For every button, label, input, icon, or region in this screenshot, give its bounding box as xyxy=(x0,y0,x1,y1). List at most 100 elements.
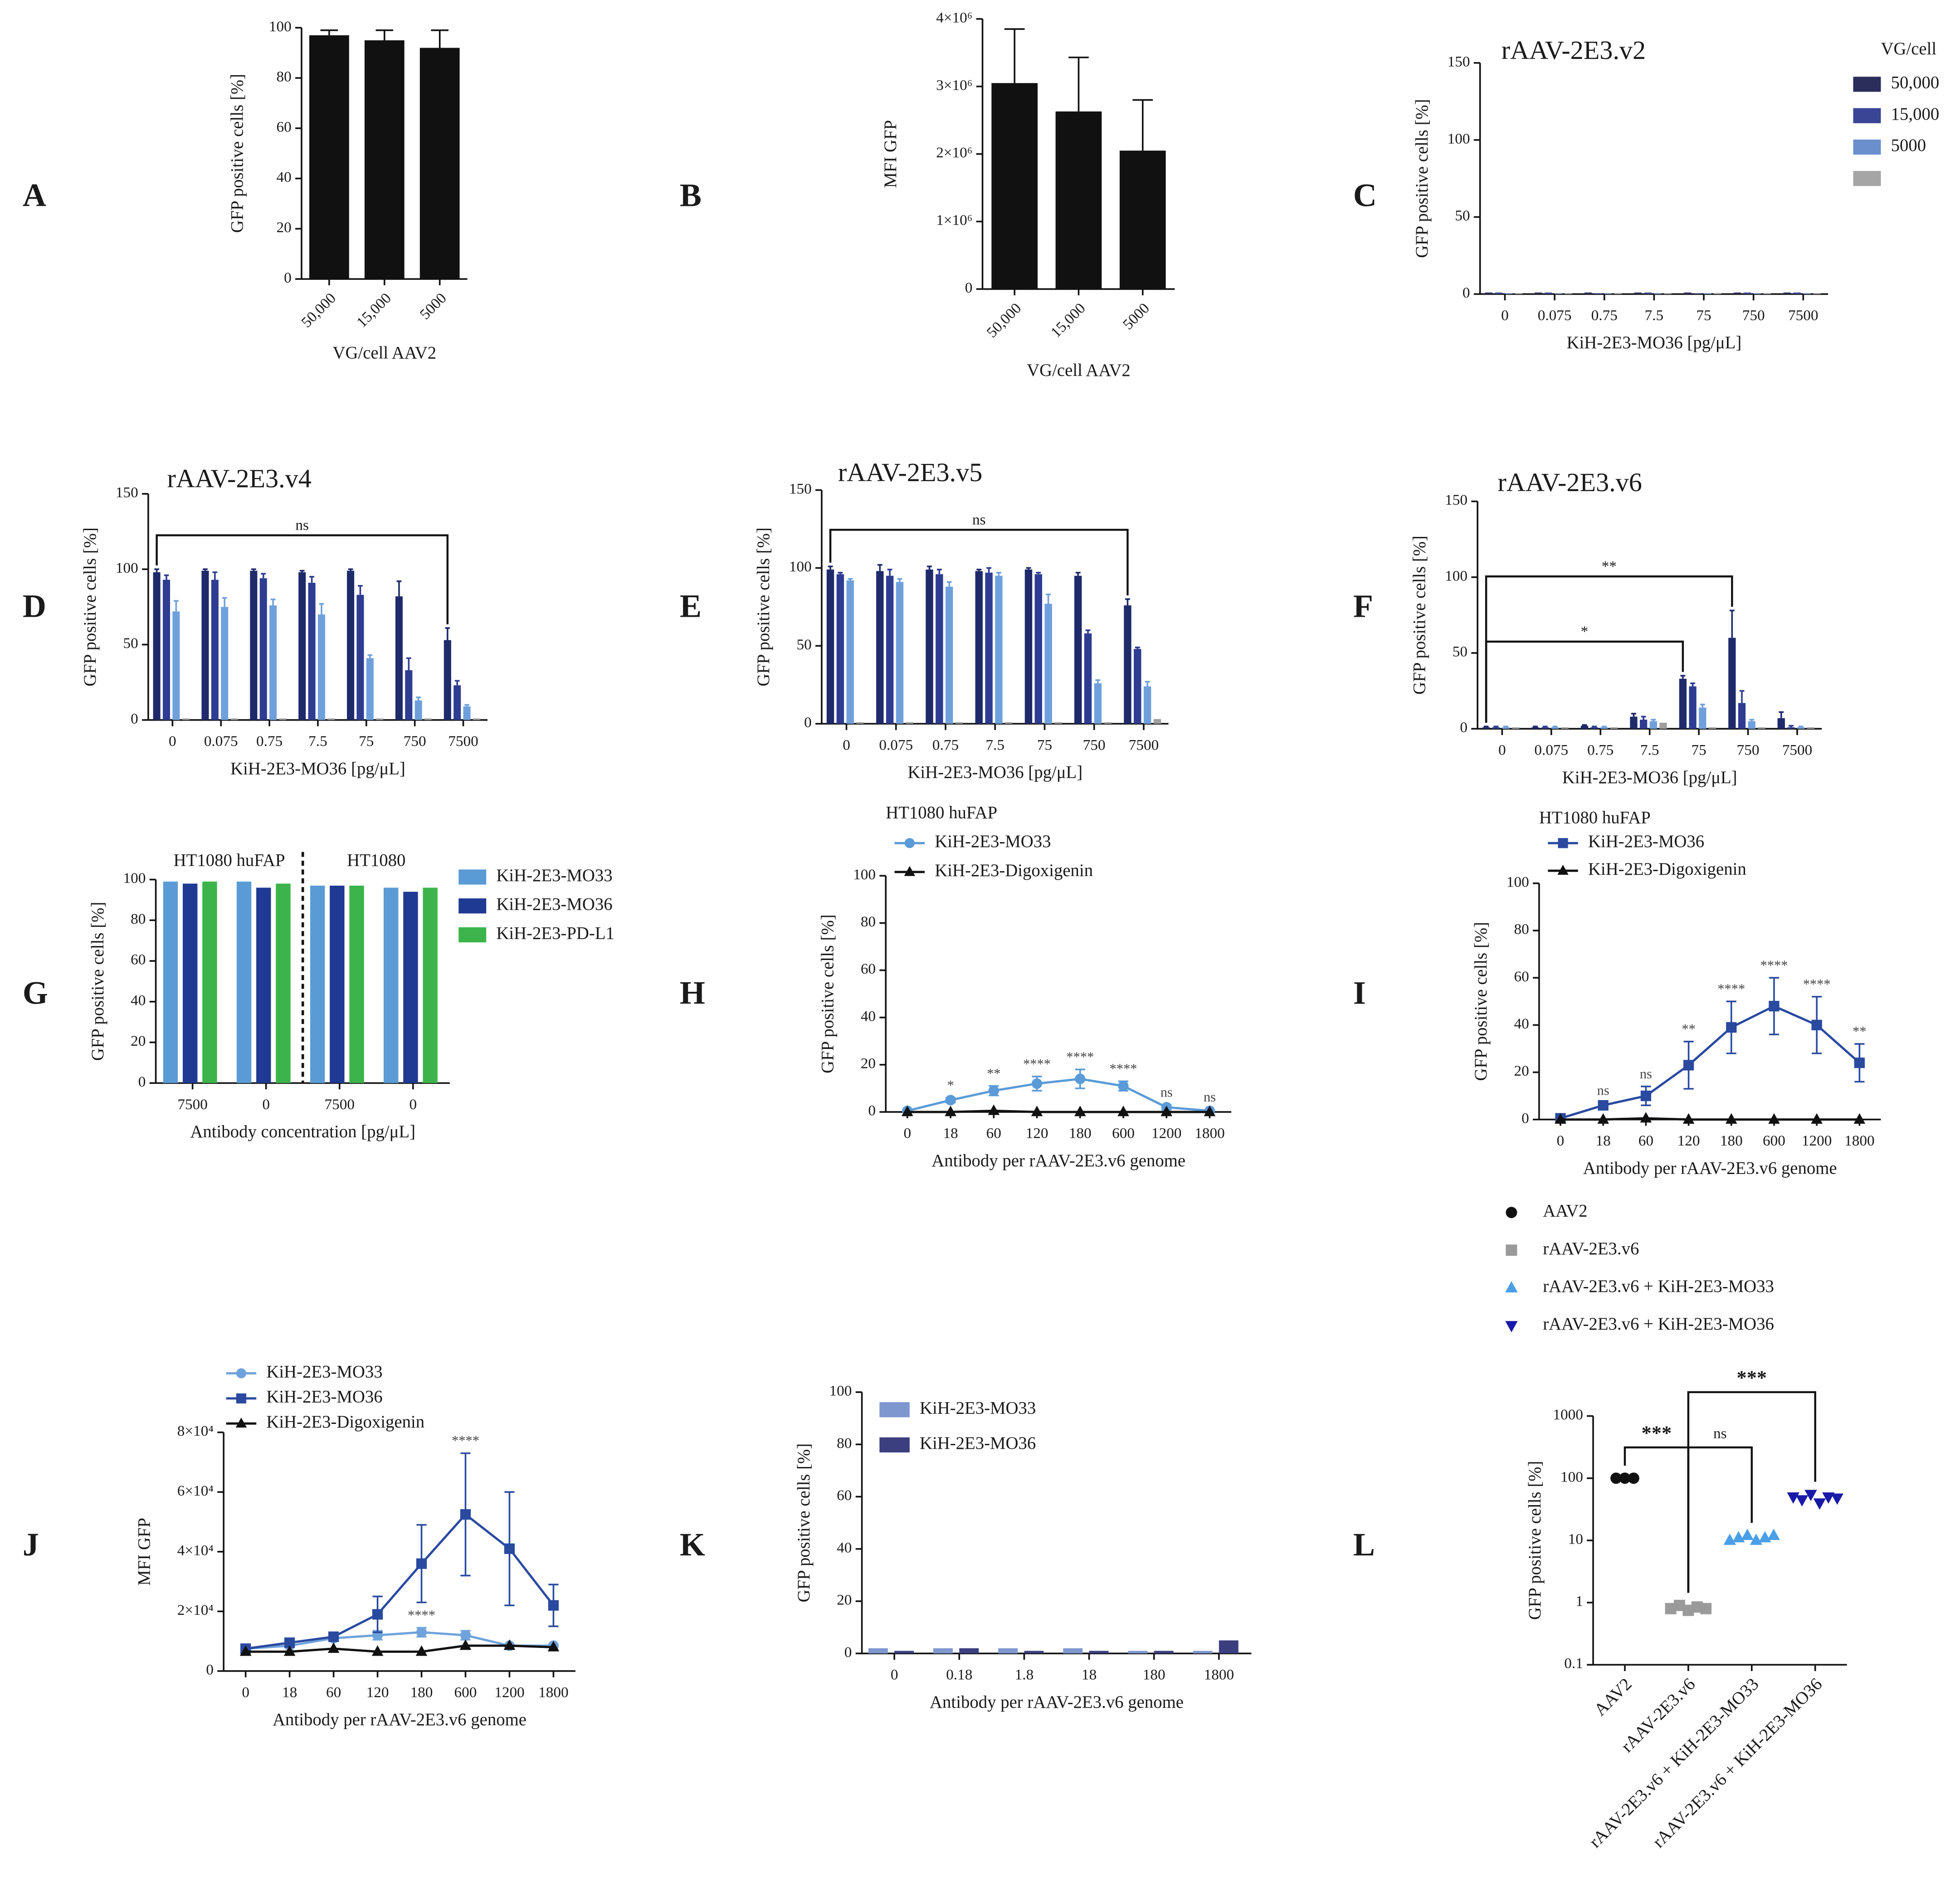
group-label: HT1080 xyxy=(347,851,405,870)
point xyxy=(902,1106,913,1116)
y-tick-label: 0 xyxy=(1521,1110,1529,1126)
x-tick-label: 750 xyxy=(1742,307,1765,324)
legend-label: rAAV-2E3.v6 + KiH-2E3-MO33 xyxy=(1543,1277,1774,1296)
error-bar xyxy=(1483,726,1489,727)
y-tick-label: 100 xyxy=(789,558,812,575)
panel-letter: H xyxy=(680,975,705,1011)
x-tick-label: 15,000 xyxy=(353,290,395,331)
x-tick-label: 18 xyxy=(1082,1667,1097,1683)
y-axis-label: GFP positive cells [%] xyxy=(1471,922,1491,1081)
y-tick-label: 80 xyxy=(1514,921,1529,938)
x-tick-label: 0.75 xyxy=(1587,742,1614,759)
bar xyxy=(856,722,864,724)
x-tick-label: AAV2 xyxy=(1590,1674,1636,1720)
point xyxy=(371,1645,384,1656)
error-bar xyxy=(164,574,169,580)
x-axis-label: Antibody per rAAV-2E3.v6 genome xyxy=(1583,1158,1837,1178)
legend-title: VG/cell xyxy=(1881,39,1936,58)
line xyxy=(245,1644,554,1653)
line xyxy=(1560,1004,1861,1120)
bar xyxy=(995,575,1003,724)
bar xyxy=(1783,292,1791,294)
y-tick-label: 60 xyxy=(1514,968,1529,985)
legend-label: KiH-2E3-MO36 xyxy=(266,1387,382,1407)
x-tick-label: 0 xyxy=(242,1684,249,1701)
error-bar xyxy=(1075,571,1081,576)
bar xyxy=(182,883,198,1083)
x-tick-label: 5000 xyxy=(1120,300,1153,333)
bar xyxy=(1512,727,1520,729)
bar xyxy=(444,640,451,720)
error-bar xyxy=(348,568,353,571)
bar xyxy=(364,40,405,279)
bar xyxy=(886,575,894,724)
x-tick-label: 0 xyxy=(843,736,850,753)
bar xyxy=(1193,1651,1213,1654)
x-tick-label: 7500 xyxy=(1788,307,1818,324)
x-tick-label: 5000 xyxy=(417,290,450,323)
significance-label: **** xyxy=(1066,1049,1094,1064)
bar xyxy=(1699,707,1706,729)
significance-label: *** xyxy=(1737,1366,1767,1389)
bar xyxy=(836,574,844,724)
error-bar xyxy=(946,581,952,587)
y-tick-label: 100 xyxy=(829,1383,852,1399)
bar xyxy=(211,580,219,720)
bar xyxy=(1055,111,1102,289)
x-tick-label: 75 xyxy=(359,733,374,750)
x-tick-label: 18 xyxy=(282,1684,297,1701)
significance-bracket xyxy=(1624,1446,1690,1593)
bar xyxy=(1005,722,1013,724)
point xyxy=(283,1645,296,1656)
legend-label: KiH-2E3-MO33 xyxy=(935,832,1051,851)
panel-letter: A xyxy=(23,177,46,213)
x-tick-label: 0 xyxy=(409,1096,417,1113)
bar xyxy=(405,670,413,720)
significance-bracket xyxy=(1687,1391,1816,1593)
bar xyxy=(955,722,963,724)
bar xyxy=(424,718,432,720)
significance-label: **** xyxy=(1803,976,1831,992)
bar xyxy=(1134,649,1141,724)
bar xyxy=(403,892,418,1083)
y-tick-label: 60 xyxy=(277,118,292,135)
bar xyxy=(1551,727,1559,729)
error-bar xyxy=(838,571,843,575)
y-tick-label: 150 xyxy=(789,480,812,497)
error-bar xyxy=(1095,679,1101,683)
bar xyxy=(356,595,364,720)
error-bar xyxy=(1068,56,1089,112)
point xyxy=(1640,1090,1652,1101)
x-axis-label: KiH-2E3-MO36 [pg/μL] xyxy=(230,759,405,778)
panel-title: rAAV-2E3.v5 xyxy=(838,458,982,487)
legend-label: AAV2 xyxy=(1543,1201,1587,1221)
y-axis-label: MFI GFP xyxy=(134,1518,154,1586)
error-bar xyxy=(1503,726,1508,727)
y-tick-label: 150 xyxy=(1445,492,1468,508)
y-tick-label: 50 xyxy=(797,636,812,653)
error-bar xyxy=(1036,571,1041,575)
bar xyxy=(1753,293,1761,294)
bar xyxy=(298,572,306,720)
point xyxy=(327,1642,340,1653)
y-tick-label: 50 xyxy=(123,635,138,652)
point xyxy=(1767,1529,1780,1540)
y-tick-label: 80 xyxy=(131,911,146,927)
legend-swatch xyxy=(1853,171,1881,186)
panel-letter: D xyxy=(23,588,46,624)
x-tick-label: 1800 xyxy=(1844,1132,1874,1149)
bar xyxy=(1094,683,1102,724)
point xyxy=(1597,1113,1609,1124)
bar xyxy=(1565,293,1572,294)
bar xyxy=(1708,727,1716,729)
x-axis-label: VG/cell AAV2 xyxy=(1027,361,1131,380)
x-tick-label: 180 xyxy=(410,1684,433,1701)
point xyxy=(1853,1113,1866,1124)
significance-label: ns xyxy=(1597,1082,1609,1098)
legend-marker xyxy=(236,1393,247,1404)
error-bar xyxy=(1798,726,1804,727)
significance-label: **** xyxy=(452,1433,479,1448)
error-bar xyxy=(1582,724,1587,726)
point xyxy=(1700,1603,1712,1614)
